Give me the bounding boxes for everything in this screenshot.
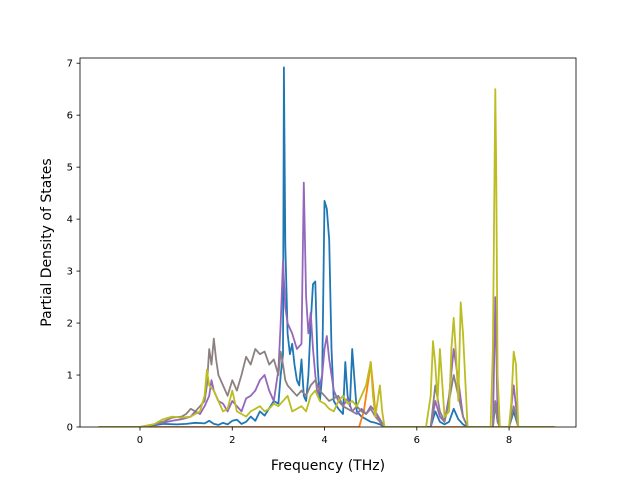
x-tick-label: 0 xyxy=(137,435,143,446)
x-tick-label: 8 xyxy=(506,435,512,446)
series-line-5 xyxy=(98,88,553,427)
y-tick-label: 1 xyxy=(67,371,73,382)
x-tick-label: 6 xyxy=(414,435,420,446)
series-line-1 xyxy=(98,66,553,427)
y-axis-label: Partial Density of States xyxy=(39,158,55,326)
series-line-4 xyxy=(98,337,553,427)
x-axis-label: Frequency (THz) xyxy=(271,458,385,474)
y-tick-label: 5 xyxy=(67,163,73,174)
y-tick-label: 6 xyxy=(67,111,73,122)
y-tick-label: 0 xyxy=(67,423,73,434)
x-tick-label: 2 xyxy=(229,435,235,446)
y-tick-label: 4 xyxy=(67,215,73,226)
y-axis-ticks: 0 1 2 3 4 5 6 7 xyxy=(67,59,80,434)
x-axis-ticks: 0 2 4 6 8 xyxy=(137,427,512,446)
plot-area-frame xyxy=(79,57,577,428)
x-tick-label: 4 xyxy=(321,435,327,446)
series-lines xyxy=(98,66,556,427)
y-tick-label: 7 xyxy=(67,59,73,70)
y-tick-label: 2 xyxy=(67,319,73,330)
y-tick-label: 3 xyxy=(67,267,73,278)
